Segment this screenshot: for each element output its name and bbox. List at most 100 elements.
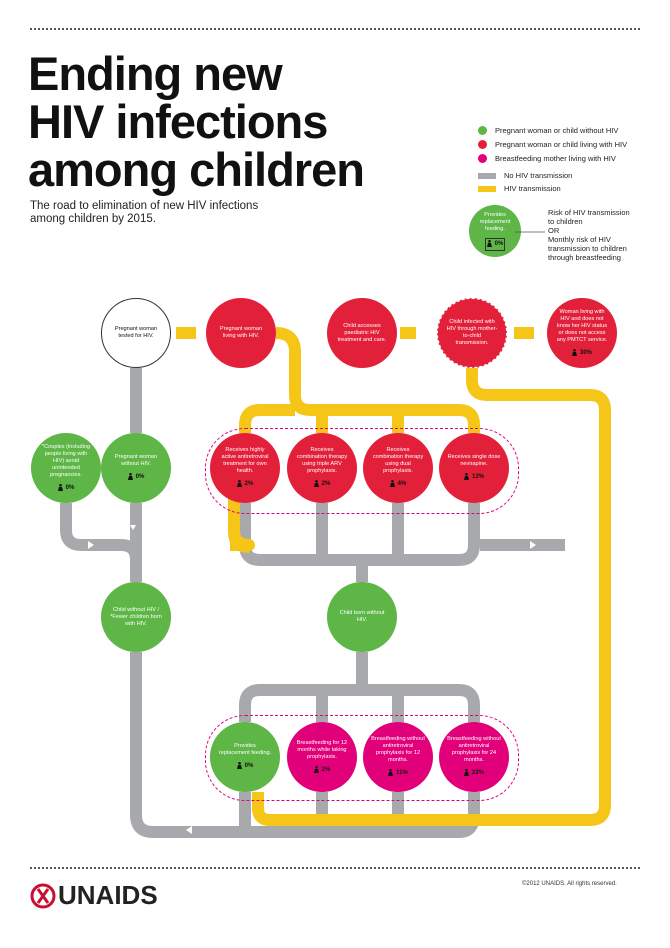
person-icon <box>57 483 63 491</box>
node-label: Breastfeeding for 12 months while taking… <box>296 739 348 760</box>
node: Pregnant woman tested for HIV. <box>101 298 171 368</box>
node: Pregnant woman without HIV. 0% <box>101 433 171 503</box>
note: Risk of HIV transmission to children <box>548 208 630 226</box>
title: Ending new HIV infections among children <box>28 47 365 196</box>
legend-item: No HIV transmission <box>478 171 572 180</box>
node: Child accesses paediatric HIV treatment … <box>327 298 397 368</box>
person-icon <box>388 769 394 776</box>
node-label: Breastfeeding without antiretroviral pro… <box>371 736 425 763</box>
node: Provides replacement feeding. 0% <box>210 722 280 792</box>
risk-text: 0% <box>135 474 145 480</box>
note: Monthly risk of HIV transmission to chil… <box>548 235 627 262</box>
node-risk: 0% <box>236 762 254 771</box>
person-icon <box>313 480 319 487</box>
node-label: Child without HIV / *Fewer children born… <box>110 606 162 627</box>
node: Woman living with HIV and does not know … <box>547 298 617 368</box>
node-risk: 4% <box>389 480 407 489</box>
node-risk: 2% <box>313 765 331 775</box>
person-icon <box>313 765 319 773</box>
divider <box>30 28 640 30</box>
node-risk: 2% <box>236 480 254 489</box>
logo: UNAIDS <box>30 880 158 911</box>
node: Child infected with HIV through mother-t… <box>437 298 507 368</box>
node-risk: 0% <box>57 483 75 493</box>
legend-label: Breastfeeding mother living with HIV <box>495 154 616 163</box>
legend-item: Pregnant woman or child living with HIV <box>478 140 627 149</box>
node: Receives combination therapy using dual … <box>363 433 433 503</box>
node: Receives single dose nevirapine. 12% <box>439 433 509 503</box>
risk-text: 30% <box>579 349 592 356</box>
node-label: Breastfeeding without antiretroviral pro… <box>447 736 501 763</box>
connector <box>515 231 545 233</box>
title-line: HIV infections <box>28 95 328 148</box>
legend-item: Breastfeeding mother living with HIV <box>478 154 616 163</box>
legend-label: HIV transmission <box>504 184 561 193</box>
risk-text: 2% <box>321 481 331 487</box>
node: *Couples (including people living with H… <box>31 433 101 503</box>
node: Pregnant woman living with HIV. <box>206 298 276 368</box>
risk-text: 0% <box>244 763 254 769</box>
node-label: Receives single dose nevirapine. <box>447 454 501 467</box>
person-icon <box>571 348 577 356</box>
group-frame <box>205 428 519 514</box>
node-label: Receives highly active antiretroviral tr… <box>221 447 269 474</box>
divider <box>30 867 640 869</box>
legend-label: Pregnant woman or child living with HIV <box>495 140 628 149</box>
node-label: Pregnant woman living with HIV. <box>219 326 263 339</box>
node-label: Child born without HIV. <box>339 610 385 623</box>
node: Breastfeeding for 12 months while taking… <box>287 722 357 792</box>
node-label: Child infected with HIV through mother-t… <box>446 319 498 346</box>
example-label: Provides replacement feeding. <box>479 211 511 232</box>
copyright: ©2012 UNAIDS. All rights reserved. <box>522 881 617 887</box>
note: OR <box>548 226 560 235</box>
node-risk: 12% <box>463 473 484 482</box>
node-label: Woman living with HIV and does not know … <box>556 308 608 343</box>
risk-text: 0% <box>65 484 75 491</box>
node: Breastfeeding without antiretroviral pro… <box>439 722 509 792</box>
example-risk: 0% <box>484 237 506 251</box>
node-label: Child accesses paediatric HIV treatment … <box>337 322 387 343</box>
person-icon <box>463 473 469 480</box>
node: Receives highly active antiretroviral tr… <box>210 433 280 503</box>
subtitle: The road to elimination of new HIV infec… <box>30 200 259 225</box>
risk-text: 2% <box>244 481 254 487</box>
node: Breastfeeding without antiretroviral pro… <box>363 722 433 792</box>
person-icon <box>127 473 133 480</box>
person-icon <box>236 480 242 487</box>
person-icon <box>463 769 469 776</box>
node-risk: 0% <box>127 473 145 482</box>
risk-text: 2% <box>321 766 331 773</box>
node-label: Pregnant woman tested for HIV. <box>114 326 158 339</box>
risk-text: 4% <box>397 481 407 487</box>
node-label: Pregnant woman without HIV. <box>114 454 158 467</box>
node: Receives combination therapy using tripl… <box>287 433 357 503</box>
risk-text: 12% <box>471 474 484 480</box>
legend-example: Provides replacement feeding. 0% <box>469 205 521 257</box>
title-line: among children <box>28 143 365 196</box>
risk-text: 11% <box>396 770 408 776</box>
legend-notes: Risk of HIV transmission to children OR … <box>548 208 638 262</box>
legend-label: Pregnant woman or child without HIV <box>495 126 619 135</box>
node-risk: 11% <box>388 769 408 778</box>
node-risk: 22% <box>463 769 484 778</box>
title-line: Ending new <box>28 47 283 100</box>
node-risk: 2% <box>313 480 331 489</box>
node-risk: 30% <box>571 348 592 358</box>
legend-item: HIV transmission <box>478 184 561 193</box>
node-label: *Couples (including people living with H… <box>41 443 91 478</box>
node: Child born without HIV. <box>327 582 397 652</box>
logo-text: UNAIDS <box>58 880 158 910</box>
logo-mark <box>30 883 56 908</box>
person-icon <box>236 762 242 769</box>
node-label: Receives combination therapy using dual … <box>372 447 424 474</box>
node-label: Provides replacement feeding. <box>218 743 272 756</box>
node: Child without HIV / *Fewer children born… <box>101 582 171 652</box>
risk-text: 22% <box>471 770 484 776</box>
group-frame <box>205 715 519 801</box>
node-label: Receives combination therapy using tripl… <box>296 447 348 474</box>
person-icon <box>389 480 395 487</box>
legend-label: No HIV transmission <box>504 171 573 180</box>
legend-item: Pregnant woman or child without HIV <box>478 126 618 135</box>
